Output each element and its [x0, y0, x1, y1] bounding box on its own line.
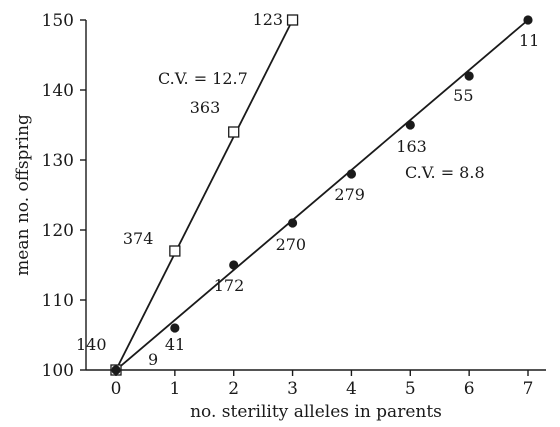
y-tick-label: 140 — [42, 81, 74, 101]
point-label: 55 — [453, 86, 473, 105]
filled-circle-marker — [170, 323, 180, 333]
point-label: 163 — [396, 137, 427, 156]
point-label: 140 — [76, 335, 107, 354]
point-label: 9 — [148, 350, 158, 369]
y-tick-label: 120 — [42, 221, 74, 241]
filled-circle-marker — [464, 71, 474, 81]
filled-circle-marker — [346, 169, 357, 179]
x-tick-label: 1 — [169, 379, 180, 399]
series-line-squares — [115, 19, 294, 371]
cv-annotation-circles: C.V. = 8.8 — [405, 163, 485, 182]
y-tick-label: 110 — [42, 291, 74, 311]
filled-circle-marker — [287, 218, 298, 228]
open-square-marker — [169, 245, 181, 257]
filled-circle-marker — [523, 15, 533, 25]
series-markers — [110, 14, 533, 376]
series-lines — [115, 19, 529, 371]
point-label: 41 — [165, 335, 185, 354]
x-ticks: 0 1 2 3 4 5 6 7 — [111, 370, 534, 399]
axes — [85, 20, 546, 371]
point-labels: 140 374 363 123 9 41 172 270 279 163 55 11 — [76, 10, 539, 369]
series-line-circles — [115, 19, 529, 371]
x-tick-label: 6 — [464, 379, 475, 399]
point-label: 123 — [253, 10, 284, 29]
filled-circle-marker — [111, 365, 121, 375]
x-tick-label: 2 — [228, 379, 239, 399]
annotations: C.V. = 12.7 C.V. = 8.8 — [158, 69, 485, 182]
filled-circle-marker — [405, 120, 415, 130]
y-tick-label: 130 — [42, 151, 74, 171]
x-tick-label: 5 — [405, 379, 416, 399]
point-label: 363 — [190, 98, 221, 117]
point-label: 374 — [123, 229, 154, 248]
open-square-marker — [286, 14, 299, 26]
y-tick-label: 100 — [42, 361, 74, 381]
x-axis-label: no. sterility alleles in parents — [190, 402, 442, 422]
y-axis-label: mean no. offspring — [13, 114, 33, 276]
point-label: 270 — [276, 235, 307, 254]
x-tick-label: 4 — [346, 379, 357, 399]
x-tick-label: 3 — [287, 379, 298, 399]
filled-circle-marker — [229, 260, 239, 270]
y-ticks: 100 110 120 130 140 150 — [42, 11, 86, 381]
x-tick-label: 7 — [523, 379, 534, 399]
point-label: 172 — [214, 276, 245, 295]
cv-annotation-squares: C.V. = 12.7 — [158, 69, 248, 88]
open-square-marker — [228, 126, 240, 138]
point-label: 279 — [334, 185, 365, 204]
x-tick-label: 0 — [111, 379, 122, 399]
point-label: 11 — [519, 31, 539, 50]
y-tick-label: 150 — [42, 11, 74, 31]
